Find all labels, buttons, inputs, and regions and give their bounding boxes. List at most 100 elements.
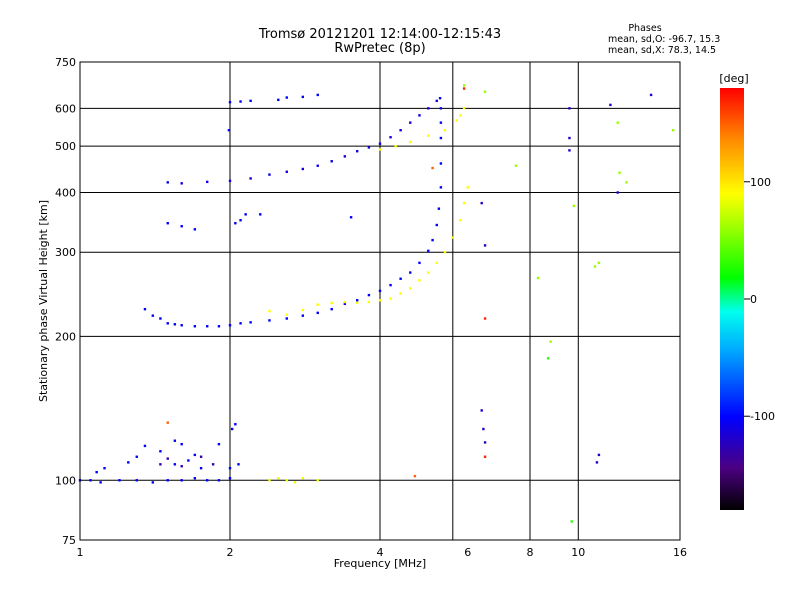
- data-point: [193, 228, 197, 231]
- data-point: [277, 98, 280, 102]
- data-point: [135, 455, 138, 458]
- data-point: [217, 442, 221, 446]
- x-tick-label: 16: [673, 546, 687, 559]
- data-point: [435, 99, 438, 103]
- data-point: [459, 219, 462, 222]
- data-point: [427, 134, 430, 137]
- data-point: [418, 261, 421, 265]
- data-point: [394, 144, 397, 148]
- data-point: [228, 324, 232, 327]
- y-tick-label: 200: [55, 330, 76, 343]
- data-point: [462, 201, 466, 205]
- data-point: [483, 441, 487, 444]
- data-point: [166, 479, 169, 482]
- data-point: [237, 463, 240, 466]
- data-point: [228, 477, 232, 480]
- data-point: [625, 181, 628, 184]
- data-point: [418, 279, 421, 282]
- data-point: [285, 170, 288, 173]
- data-point: [389, 136, 392, 139]
- data-point: [277, 477, 280, 480]
- data-point: [227, 128, 231, 132]
- data-point: [239, 219, 242, 222]
- data-point: [217, 479, 221, 482]
- data-point: [570, 520, 573, 523]
- data-point: [205, 479, 209, 482]
- y-tick-label: 400: [55, 186, 76, 199]
- data-point: [597, 453, 601, 457]
- data-point: [249, 177, 252, 180]
- data-point: [568, 149, 571, 152]
- x-tick-label: 6: [464, 546, 471, 559]
- data-points: [78, 84, 675, 523]
- data-point: [409, 271, 412, 274]
- data-point: [316, 303, 319, 306]
- data-point: [268, 173, 271, 176]
- data-point: [143, 307, 147, 311]
- data-point: [435, 261, 438, 265]
- y-axis-label: Stationary phase Virtual Height [km]: [37, 200, 50, 402]
- data-point: [173, 439, 177, 442]
- data-point: [301, 308, 305, 312]
- data-point: [166, 322, 169, 325]
- data-point: [431, 238, 434, 242]
- data-point: [127, 461, 130, 464]
- data-point: [211, 463, 215, 466]
- data-point: [293, 481, 297, 484]
- y-tick-label: 500: [55, 140, 76, 153]
- data-point: [166, 421, 169, 424]
- data-point: [301, 477, 305, 480]
- data-point: [301, 314, 305, 317]
- x-tick-label: 8: [527, 546, 534, 559]
- data-point: [199, 455, 203, 458]
- data-point: [483, 455, 487, 458]
- data-point: [514, 164, 518, 167]
- data-point: [572, 204, 576, 208]
- data-point: [480, 409, 483, 412]
- data-point: [418, 114, 421, 117]
- colorbar-tick-label: 0: [750, 293, 757, 306]
- data-point: [103, 466, 106, 470]
- data-point: [355, 301, 359, 305]
- data-point: [618, 171, 621, 174]
- data-point: [671, 128, 675, 132]
- data-point: [438, 96, 442, 100]
- data-point: [285, 479, 288, 482]
- y-tick-label: 600: [55, 102, 76, 115]
- x-tick-label: 4: [377, 546, 384, 559]
- data-point: [285, 96, 288, 99]
- data-point: [367, 146, 371, 149]
- x-axis-label: Frequency [MHz]: [334, 557, 426, 570]
- data-point: [355, 150, 359, 153]
- data-point: [180, 324, 183, 327]
- data-point: [316, 93, 319, 97]
- data-point: [95, 470, 98, 474]
- data-point: [187, 459, 190, 462]
- data-point: [99, 481, 102, 484]
- data-point: [439, 121, 443, 124]
- data-point: [301, 167, 305, 171]
- data-point: [466, 186, 469, 189]
- data-point: [268, 479, 271, 482]
- data-point: [316, 164, 319, 167]
- data-point: [166, 457, 169, 460]
- data-point: [234, 423, 237, 426]
- data-point: [159, 317, 162, 320]
- data-point: [173, 463, 177, 466]
- data-point: [459, 114, 462, 117]
- data-point: [409, 140, 412, 144]
- x-tick-label: 2: [227, 546, 234, 559]
- data-point: [285, 317, 288, 320]
- data-point: [427, 271, 430, 274]
- data-point: [228, 100, 232, 104]
- data-point: [427, 107, 430, 110]
- data-point: [616, 191, 619, 194]
- data-point: [593, 265, 597, 268]
- stats-line-x: mean, sd,X: 78.3, 14.5: [608, 45, 716, 56]
- data-point: [234, 222, 237, 225]
- data-point: [244, 213, 247, 216]
- colorbar-ticks: 100 0 -100: [744, 176, 775, 423]
- data-point: [451, 236, 455, 239]
- stats-title: Phases: [628, 23, 661, 34]
